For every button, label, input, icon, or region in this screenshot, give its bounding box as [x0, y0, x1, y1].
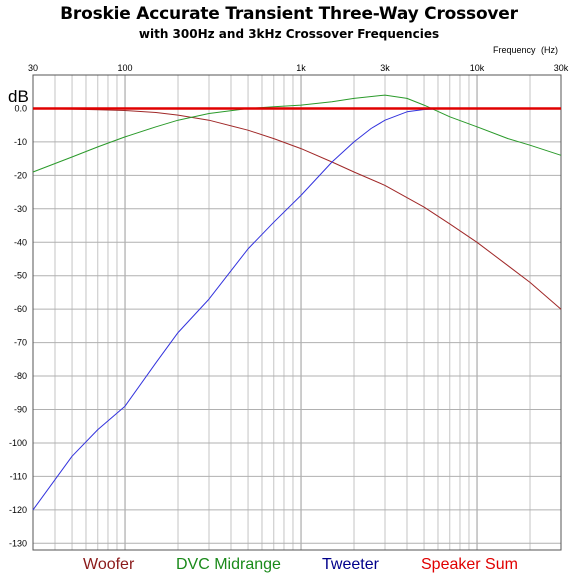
y-tick-label: -40	[14, 237, 27, 247]
series-line-woofer	[32, 108, 562, 310]
y-tick-label: -10	[14, 137, 27, 147]
y-tick-label: -120	[9, 505, 27, 515]
x-tick-label: 30	[28, 63, 38, 73]
series-line-dvc-midrange	[32, 94, 562, 173]
y-tick-label: -80	[14, 371, 27, 381]
legend-woofer: Woofer	[83, 556, 135, 573]
x-tick-label: 30k	[554, 63, 569, 73]
plot-frame	[32, 74, 562, 551]
x-tick-label: 1k	[296, 63, 306, 73]
chart-subtitle: with 300Hz and 3kHz Crossover Frequencie…	[138, 27, 440, 41]
y-tick-label: -90	[14, 405, 27, 415]
y-tick-label: -130	[9, 538, 27, 548]
legend-tweeter: Tweeter	[322, 556, 379, 573]
x-tick-label: 3k	[380, 63, 390, 73]
x-axis-label: Frequency	[493, 45, 536, 55]
y-tick-label: -70	[14, 338, 27, 348]
legend-speaker-sum: Speaker Sum	[421, 556, 518, 573]
x-tick-label: 100	[118, 63, 133, 73]
y-tick-label: -60	[14, 304, 27, 314]
y-tick-label: -110	[10, 471, 27, 481]
y-tick-label: -30	[14, 204, 27, 214]
y-tick-label: -100	[9, 438, 27, 448]
x-tick-label: 10k	[470, 63, 485, 73]
legend-dvc-midrange: DVC Midrange	[176, 556, 281, 573]
x-axis-unit: (Hz)	[541, 45, 558, 55]
y-tick-label: -50	[14, 271, 27, 281]
chart-title: Broskie Accurate Transient Three-Way Cro…	[60, 4, 518, 24]
y-tick-label: 0.0	[14, 103, 27, 113]
y-tick-label: -20	[14, 170, 27, 180]
y-axis-label: dB	[8, 87, 29, 106]
